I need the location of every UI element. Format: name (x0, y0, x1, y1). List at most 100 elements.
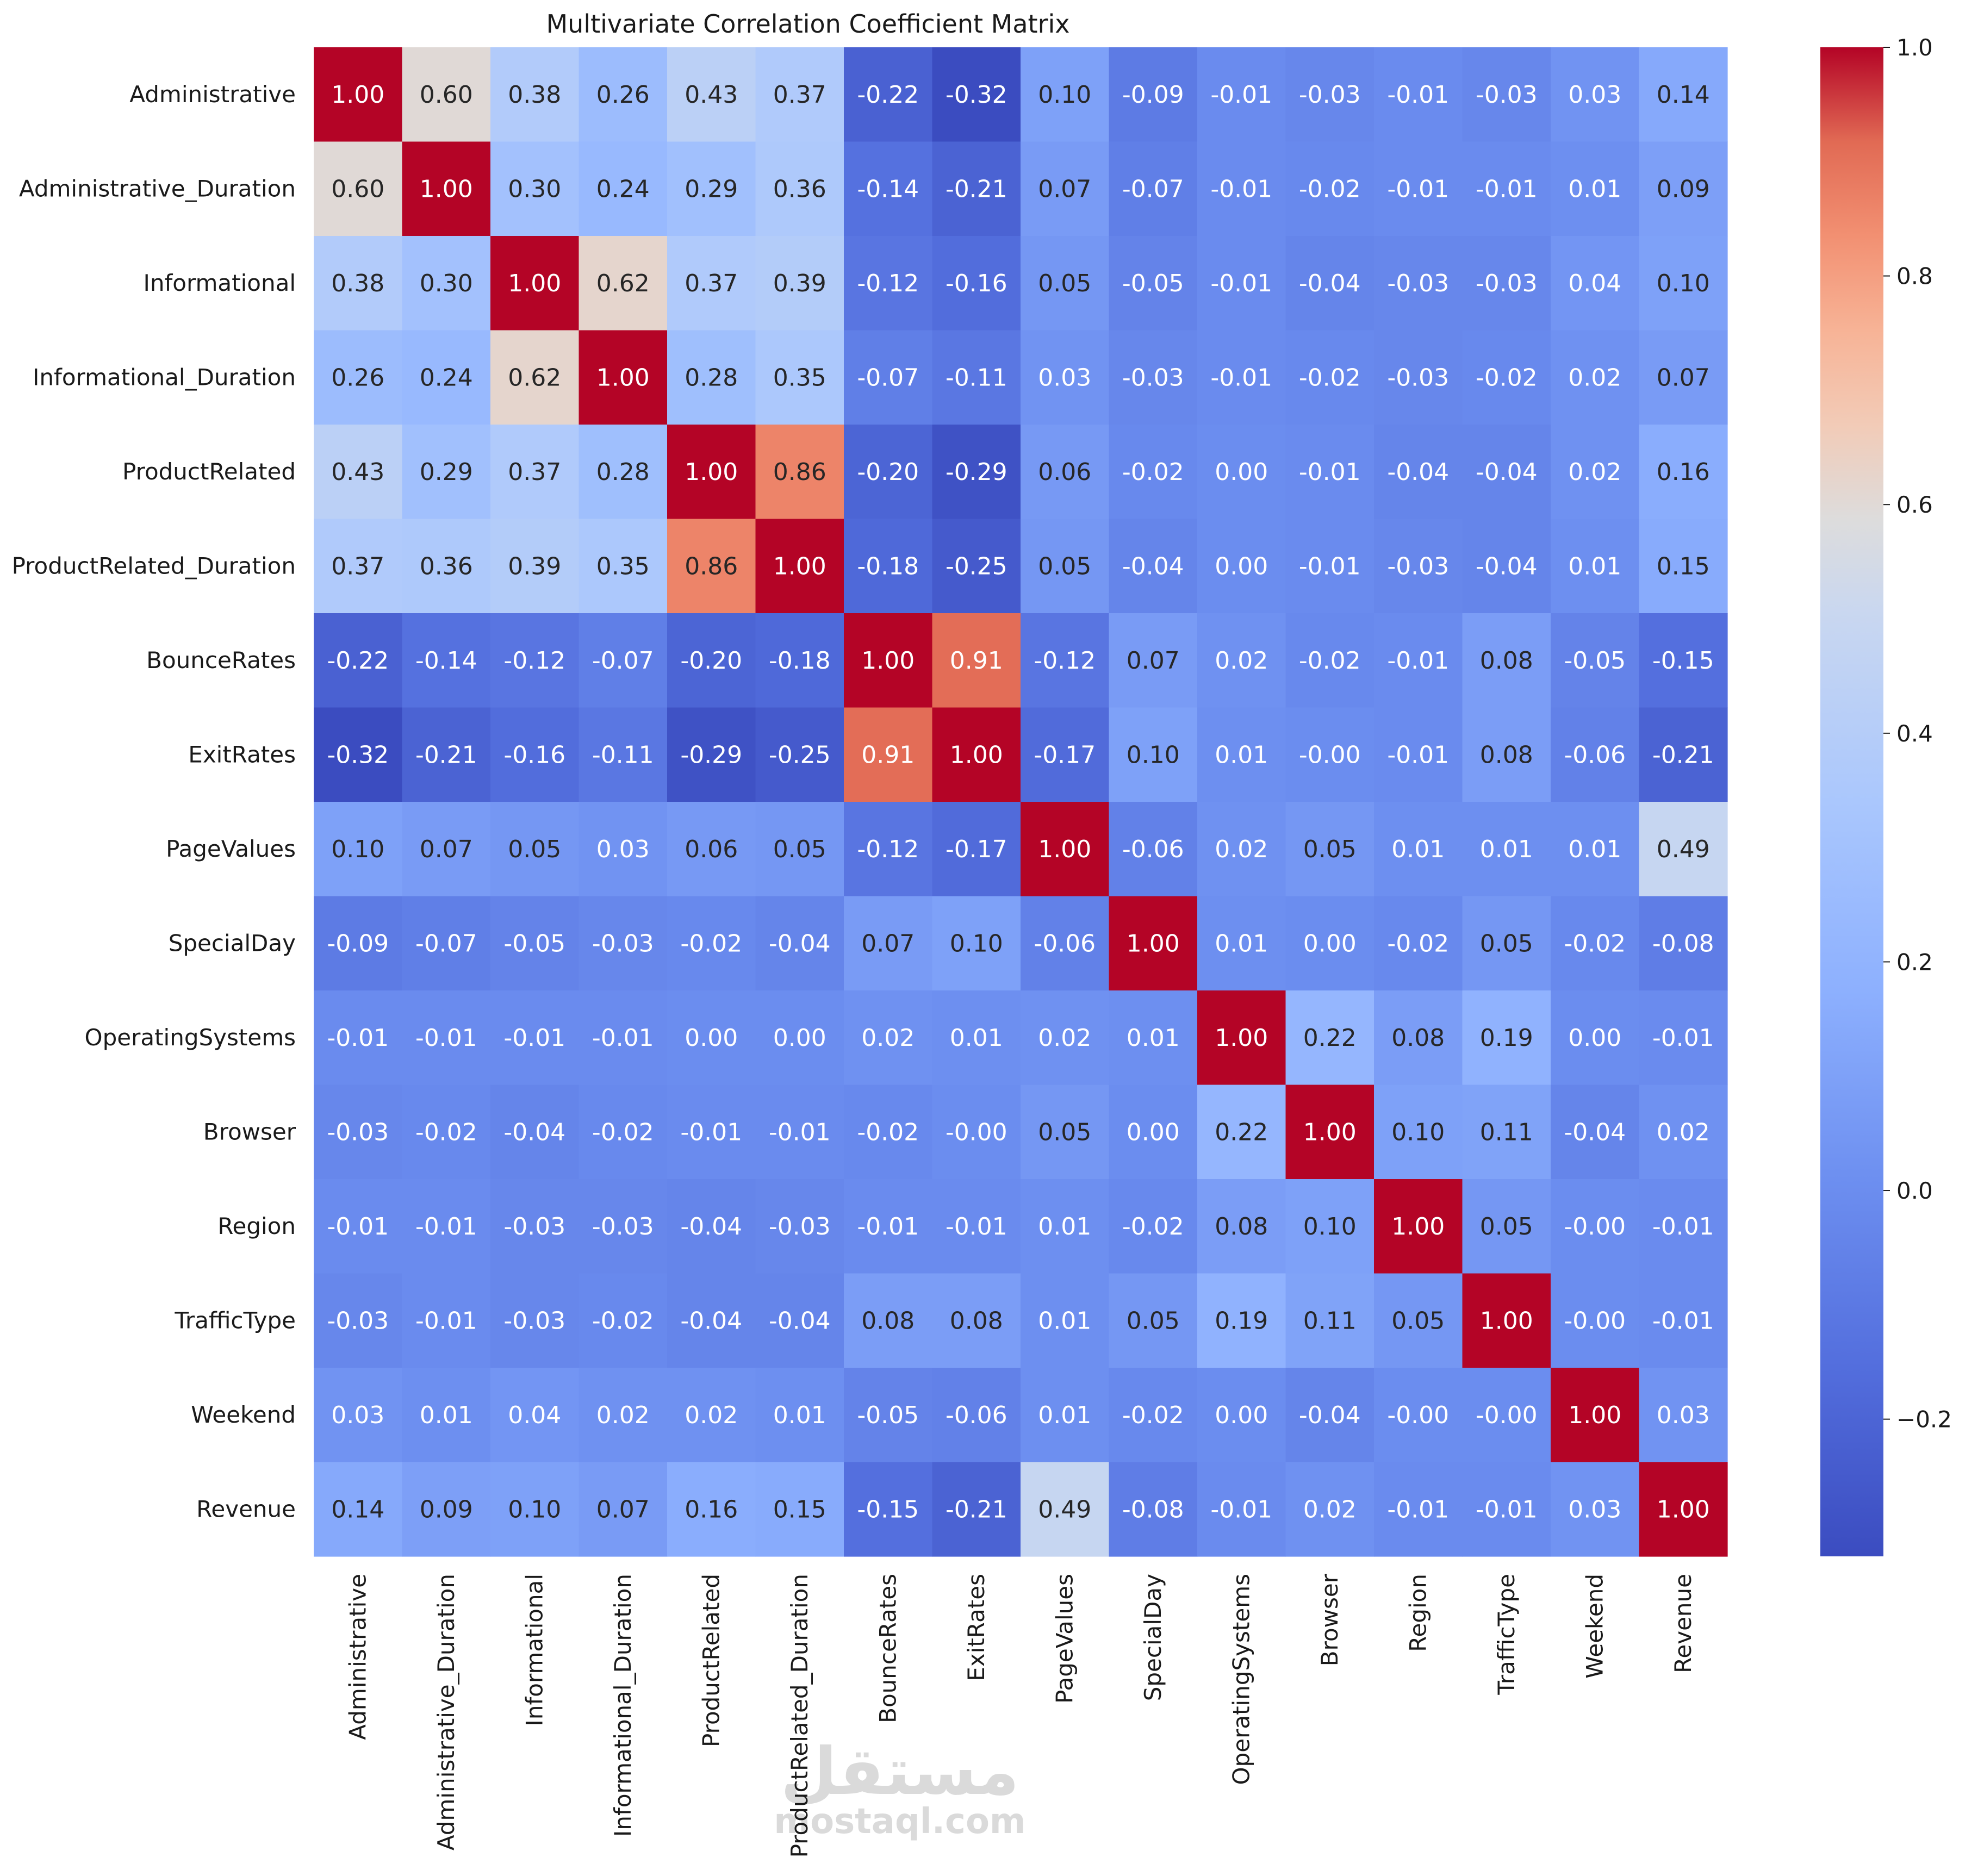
heatmap-cell (579, 613, 668, 708)
heatmap-cell (490, 896, 580, 991)
heatmap-cell-value: 0.02 (1303, 1495, 1357, 1523)
heatmap-cell-value: 0.60 (420, 81, 473, 109)
heatmap-cell-value: -0.03 (1476, 270, 1538, 297)
heatmap-cell (844, 1273, 933, 1368)
heatmap-cell-value: 0.03 (596, 836, 650, 863)
row-tick-label: OperatingSystems (85, 1024, 296, 1051)
heatmap-cell (579, 1179, 668, 1274)
heatmap-cell-value: 0.05 (1480, 1213, 1533, 1241)
heatmap-cell (1374, 1085, 1463, 1180)
heatmap-cell (490, 802, 580, 897)
heatmap-cell-value: -0.03 (1387, 552, 1449, 580)
column-tick-label: Administrative_Duration (433, 1574, 459, 1850)
heatmap-cell (1197, 47, 1286, 142)
heatmap-cell-value: -0.00 (1387, 1401, 1449, 1429)
heatmap-cell-value: 1.00 (1391, 1213, 1445, 1241)
heatmap-cell (1639, 1273, 1728, 1368)
heatmap-cell (1285, 425, 1375, 520)
heatmap-cell-value: -0.03 (592, 930, 654, 957)
heatmap-cell-value: -0.03 (592, 1213, 654, 1241)
heatmap-cell (1639, 1368, 1728, 1463)
heatmap-cell (490, 1368, 580, 1463)
heatmap-cell (1374, 1462, 1463, 1557)
heatmap-cell (402, 425, 491, 520)
heatmap-cell-value: 0.07 (1657, 364, 1710, 391)
heatmap-cell (844, 330, 933, 425)
heatmap-cell (1109, 330, 1198, 425)
heatmap-cell-value: -0.03 (769, 1213, 831, 1241)
heatmap-cell-value: 0.09 (1657, 175, 1710, 203)
heatmap-cell (490, 141, 580, 236)
heatmap-cell-value: 0.03 (1568, 1495, 1621, 1523)
heatmap-cell-value: 0.03 (1657, 1401, 1710, 1429)
heatmap-cell-value: 0.03 (331, 1401, 384, 1429)
heatmap-cell (1551, 141, 1640, 236)
heatmap-cell (1374, 802, 1463, 897)
column-tick-labels: Administrative Administrative_Duration Inf… (344, 1573, 1696, 1858)
heatmap-cell-value: -0.02 (857, 1118, 919, 1146)
heatmap-cell (1285, 613, 1375, 708)
watermark-logo: مستقل mostaql.com (774, 1734, 1025, 1842)
heatmap-cell-value: 0.29 (685, 175, 738, 203)
heatmap-cell-value: 0.37 (331, 552, 384, 580)
heatmap-cell-value: -0.08 (1652, 930, 1714, 957)
heatmap-cell (1639, 896, 1728, 991)
heatmap-cell (579, 802, 668, 897)
heatmap-cell (314, 141, 403, 236)
heatmap-cell-value: 0.08 (950, 1307, 1003, 1335)
heatmap-cell-value: 0.86 (685, 552, 738, 580)
column-tick-label: Administrative (344, 1574, 371, 1740)
heatmap-cell (579, 1368, 668, 1463)
heatmap-cell-value: -0.01 (415, 1213, 477, 1241)
heatmap-cell (1109, 1179, 1198, 1274)
heatmap-cell (932, 1179, 1021, 1274)
heatmap-cell (1197, 236, 1286, 331)
heatmap-cell-value: 0.10 (331, 836, 384, 863)
heatmap-cell (1462, 1462, 1551, 1557)
heatmap-cell (314, 47, 403, 142)
heatmap-cell-value: 0.06 (685, 836, 738, 863)
heatmap-cell-value: 0.00 (1568, 1024, 1621, 1052)
heatmap-cell-value: -0.03 (327, 1307, 389, 1335)
heatmap-cell-value: 0.01 (1038, 1401, 1091, 1429)
colorbar-tick-label: 0.2 (1896, 949, 1933, 975)
heatmap-cell-value: 0.08 (1391, 1024, 1445, 1052)
heatmap-cell (402, 1462, 491, 1557)
heatmap-cell (1021, 1273, 1110, 1368)
heatmap-cell-value: -0.07 (415, 930, 477, 957)
heatmap-cell (314, 707, 403, 802)
heatmap-cell (667, 519, 756, 614)
heatmap-cell (1285, 330, 1375, 425)
heatmap-cell-value: 0.43 (685, 81, 738, 109)
heatmap-cell-value: -0.01 (1652, 1024, 1714, 1052)
heatmap-cell-value: 0.01 (420, 1401, 473, 1429)
heatmap-cell (1021, 613, 1110, 708)
heatmap-cell (314, 236, 403, 331)
heatmap-cell (932, 425, 1021, 520)
heatmap-cell-value: -0.04 (1299, 1401, 1361, 1429)
heatmap-cell-value: 0.10 (1038, 81, 1091, 109)
heatmap-cell (1021, 519, 1110, 614)
heatmap-cell (490, 1462, 580, 1557)
heatmap-cell (1551, 47, 1640, 142)
heatmap-cell-value: 0.06 (1038, 458, 1091, 486)
heatmap-cell-value: -0.17 (1034, 741, 1096, 769)
heatmap-cell-value: 0.37 (685, 270, 738, 297)
heatmap-cell (1197, 1462, 1286, 1557)
heatmap-cell (1551, 425, 1640, 520)
heatmap-cell-value: 0.02 (861, 1024, 915, 1052)
row-tick-label: ProductRelated_Duration (12, 552, 296, 579)
heatmap-cell (667, 613, 756, 708)
heatmap-cell-value: 1.00 (685, 458, 738, 486)
heatmap-cell-value: 0.02 (1568, 458, 1621, 486)
heatmap-cell-value: -0.03 (1299, 81, 1361, 109)
heatmap-cell-value: -0.21 (946, 175, 1007, 203)
heatmap-cell-value: -0.02 (1299, 175, 1361, 203)
heatmap-cell-value: -0.07 (1122, 175, 1184, 203)
heatmap-cell-value: -0.01 (415, 1307, 477, 1335)
heatmap-cell-value: -0.01 (1387, 175, 1449, 203)
heatmap-cell-value: -0.03 (1387, 364, 1449, 391)
heatmap-cell (1021, 425, 1110, 520)
heatmap-cell (579, 896, 668, 991)
heatmap-cell (314, 990, 403, 1086)
